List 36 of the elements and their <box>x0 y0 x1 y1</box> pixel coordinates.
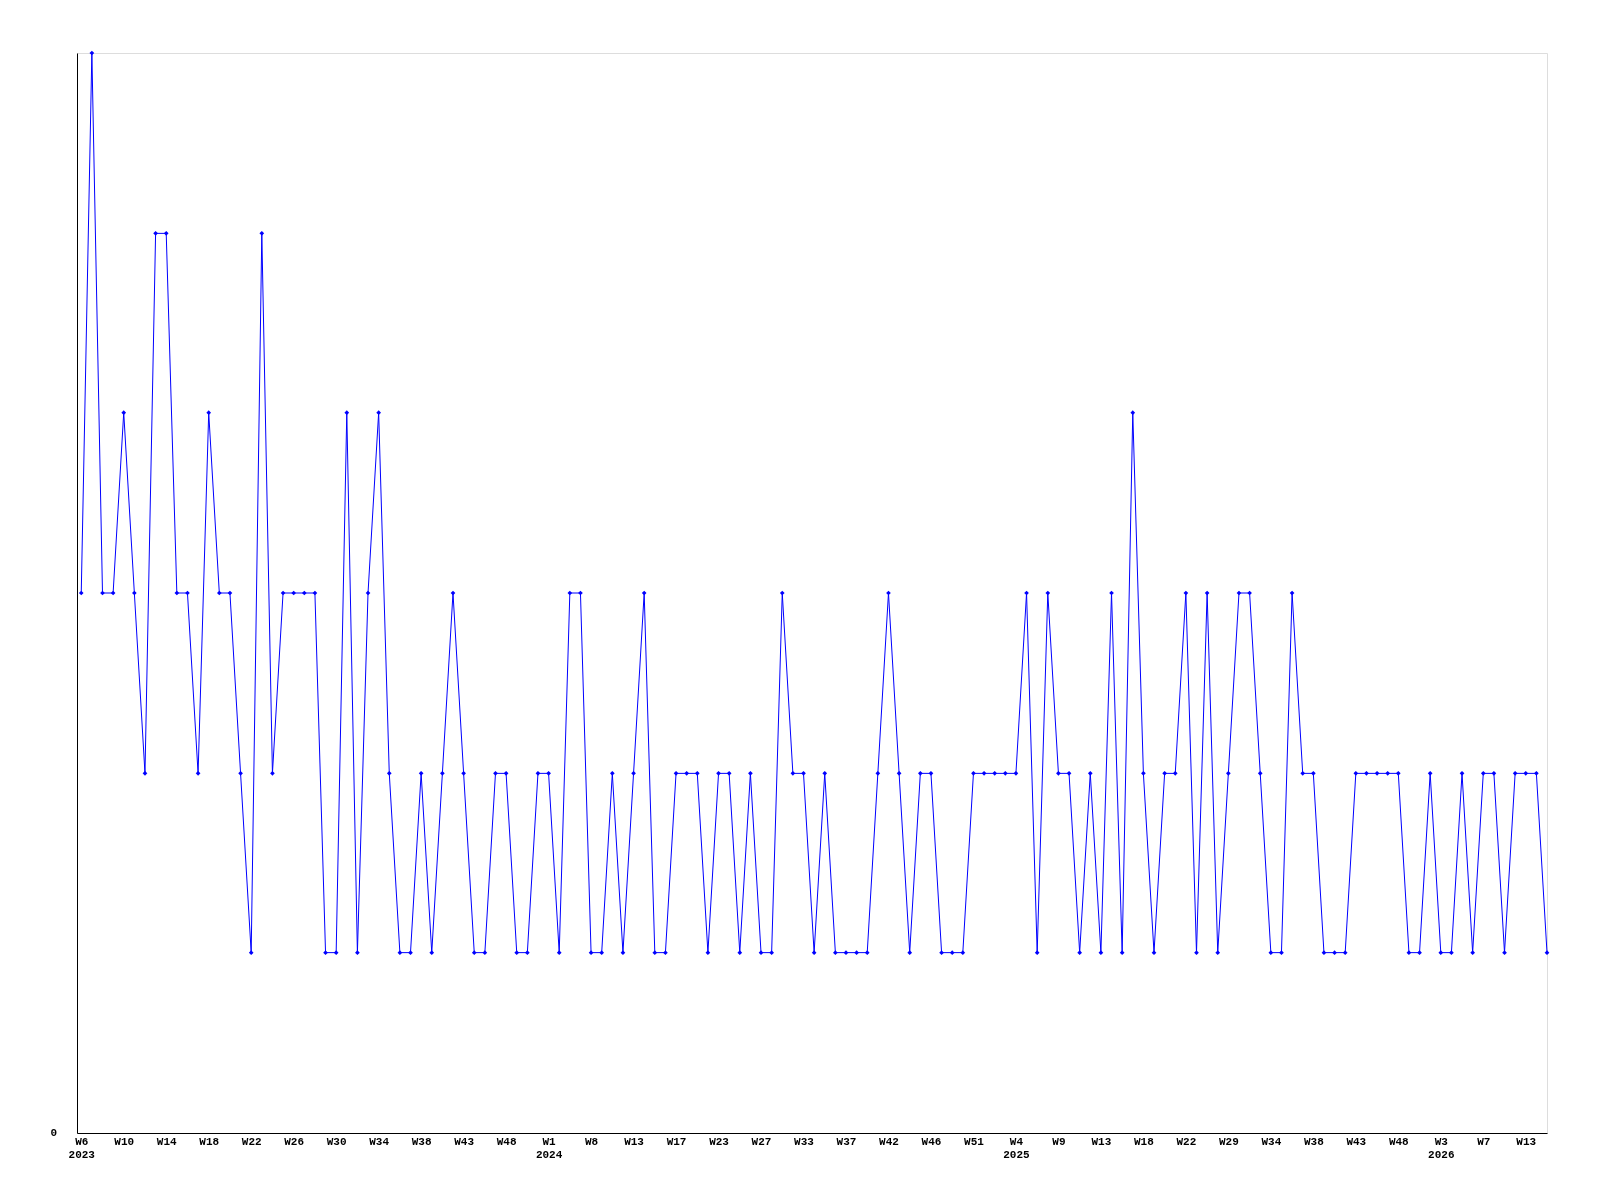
x-tick-label: W22 <box>241 1135 262 1148</box>
x-tick-label: W27 <box>751 1135 772 1148</box>
x-tick-label: W43 <box>454 1135 475 1148</box>
x-tick-label: W48 <box>496 1135 517 1148</box>
x-tick-label: W26 <box>284 1135 305 1148</box>
x-tick-label: W29 <box>1218 1135 1239 1148</box>
x-tick-label: W18 <box>199 1135 220 1148</box>
x-tick-label: W3 2026 <box>1428 1135 1455 1161</box>
x-tick-label: W13 <box>1091 1135 1112 1148</box>
x-tick-label: W1 2024 <box>535 1135 563 1161</box>
x-tick-label: W23 <box>709 1135 730 1148</box>
x-tick-label: W7 <box>1477 1135 1491 1148</box>
x-tick-label: W30 <box>326 1135 347 1148</box>
x-tick-label: W43 <box>1346 1135 1367 1148</box>
x-tick-label: W13 <box>624 1135 645 1148</box>
x-tick-label: W42 <box>879 1135 899 1148</box>
x-tick-label: W6 2023 <box>68 1135 96 1161</box>
x-tick-label: W13 <box>1516 1135 1537 1148</box>
x-tick-label: W34 <box>369 1135 390 1148</box>
x-tick-label: W4 2025 <box>1003 1135 1031 1161</box>
text: 0 <box>50 1127 57 1139</box>
x-tick-label: W46 <box>921 1135 942 1148</box>
x-tick-label: W51 <box>964 1135 985 1148</box>
x-tick-label: W17 <box>666 1135 687 1148</box>
x-tick-label: W8 <box>584 1135 599 1148</box>
x-tick-label: W10 <box>114 1135 135 1148</box>
x-tick-label: W9 <box>1052 1135 1066 1148</box>
x-tick-label: W38 <box>1303 1135 1325 1148</box>
x-tick-label: W38 <box>411 1135 432 1148</box>
x-tick-label: W22 <box>1176 1135 1197 1148</box>
x-tick-label: W33 <box>794 1135 815 1148</box>
x-tick-label: W48 <box>1388 1135 1410 1148</box>
x-tick-label: W37 <box>836 1135 857 1148</box>
x-tick-label: W18 <box>1133 1135 1155 1148</box>
x-tick-label: W34 <box>1261 1135 1282 1148</box>
x-tick-label: W14 <box>156 1135 178 1148</box>
